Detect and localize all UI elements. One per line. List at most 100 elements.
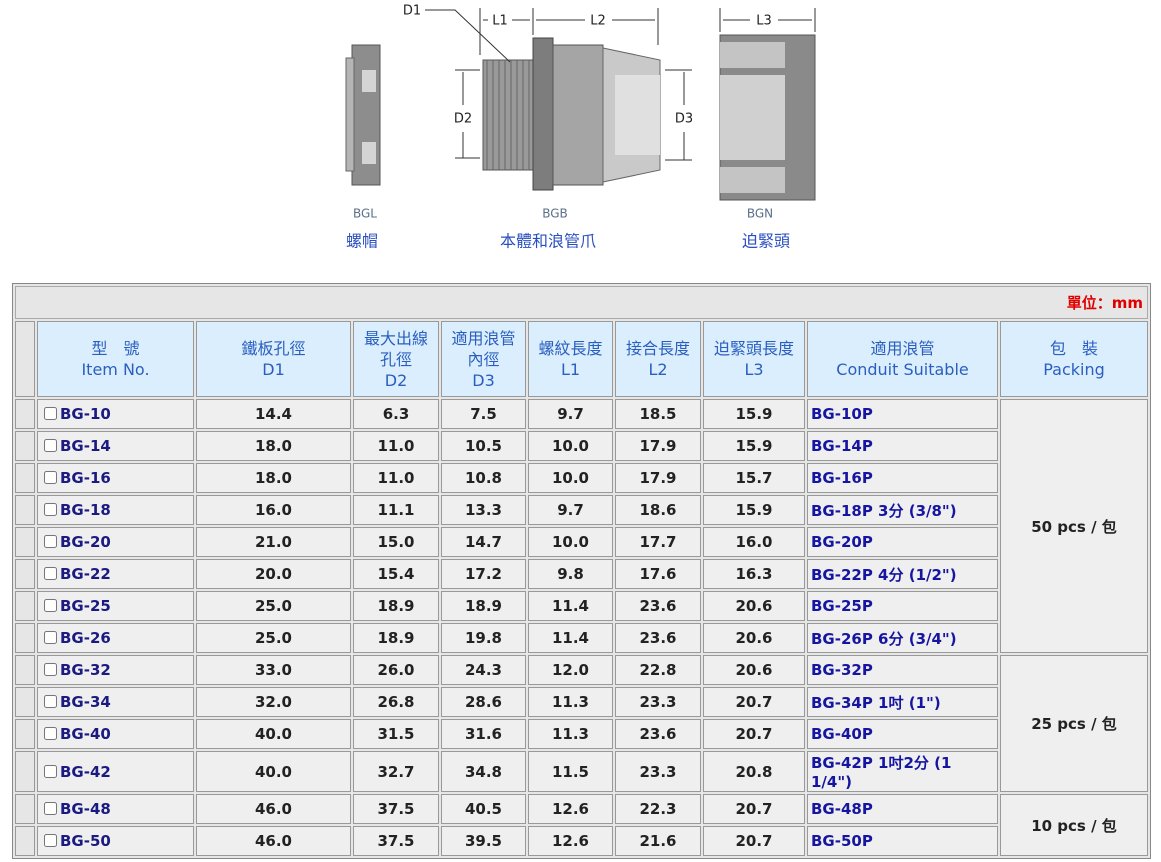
value-cell: 15.0 [353,527,439,557]
header-text: D2 [384,370,408,390]
value-cell: 11.0 [353,431,439,461]
value: 22.8 [639,661,677,679]
item-checkbox[interactable] [44,471,57,484]
item-no: BG-50 [60,832,111,850]
item-checkbox[interactable] [44,834,57,847]
header-text: 迫緊頭長度 [713,339,794,358]
value: 12.6 [551,800,589,818]
header-text: 接合長度 [625,339,690,358]
value-cell: 23.6 [615,719,701,749]
header-text: D1 [262,360,285,379]
value: 16.0 [254,501,292,519]
value: 10.0 [551,533,589,551]
value: 18.6 [639,501,677,519]
item-no: BG-40 [60,725,111,743]
value: 18.9 [464,597,502,615]
spec-table-wrap: 單位：mm 型 號 Item No. 鐵板孔徑 D1 最大出線 孔徑 D2 適用浪管 內徑 D3 螺… [12,283,1151,859]
bgl-drawing [345,44,381,186]
blank-cell [15,794,35,824]
value: 17.9 [639,469,677,487]
value: 9.8 [557,565,584,583]
blank-cell [15,826,35,856]
item-checkbox[interactable] [44,407,57,420]
value: 40.0 [254,762,292,781]
item-checkbox[interactable] [44,695,57,708]
conduit: BG-40P [811,725,873,743]
item-no: BG-16 [60,469,111,487]
value-cell: 10.5 [441,431,526,461]
conduit-cell: BG-18P 3分 (3/8") [807,495,998,525]
header-cell: 鐵板孔徑 D1 [196,321,351,397]
value-cell: 20.7 [703,719,805,749]
blank-cell [15,719,35,749]
item-checkbox[interactable] [44,663,57,676]
header-text: Item No. [81,360,150,379]
header-cell: 型 號 Item No. [37,321,194,397]
conduit-cell: BG-10P [807,399,998,429]
conduit-cell: BG-16P [807,463,998,493]
item-no: BG-48 [60,800,111,818]
value-cell: 11.3 [528,687,613,717]
item-checkbox[interactable] [44,503,57,516]
item-checkbox[interactable] [44,764,57,778]
item-cell: BG-40 [37,719,194,749]
value: 15.9 [735,437,773,455]
blank-cell [15,463,35,493]
conduit-cell: BG-34P 1吋 (1") [807,687,998,717]
item-checkbox[interactable] [44,802,57,815]
value: 20.8 [735,762,773,781]
value: 46.0 [254,832,292,850]
conduit: BG-34P 1吋 (1") [811,693,941,712]
header-text: L1 [560,360,581,379]
part-name: 本體和浪管爪 [500,232,596,251]
value-cell: 40.5 [441,794,526,824]
value-cell: 14.7 [441,527,526,557]
value-cell: 26.0 [353,655,439,685]
data-row: BG-25 25.0 18.9 18.9 11.4 23.6 20.6 BG-25P [15,591,1148,621]
value-cell: 20.6 [703,591,805,621]
value: 31.6 [464,725,502,743]
item-checkbox[interactable] [44,631,57,644]
item-checkbox[interactable] [44,439,57,452]
item-checkbox[interactable] [44,535,57,548]
value-cell: 18.0 [196,463,351,493]
header-cell: 迫緊頭長度 L3 [703,321,805,397]
value: 28.6 [464,693,502,711]
value: 20.7 [735,693,773,711]
dimension-lines [425,8,816,161]
value-cell: 11.3 [528,719,613,749]
value-cell: 18.6 [615,495,701,525]
item-checkbox[interactable] [44,567,57,580]
item-checkbox[interactable] [44,727,57,740]
item-no: BG-26 [60,629,111,647]
item-cell: BG-22 [37,559,194,589]
part-code: BGN [747,207,773,221]
value: 18.0 [254,437,292,455]
value-cell: 20.7 [703,687,805,717]
conduit: BG-26P 6分 (3/4") [811,629,957,648]
item-no: BG-32 [60,661,111,679]
value-cell: 31.5 [353,719,439,749]
item-cell: BG-26 [37,623,194,653]
bgb-drawing [482,37,661,191]
value-cell: 11.5 [528,751,613,792]
header-text: L3 [744,360,764,379]
value-cell: 15.9 [703,431,805,461]
value: 21.0 [254,533,292,551]
item-no: BG-10 [60,405,111,423]
value-cell: 9.8 [528,559,613,589]
item-cell: BG-14 [37,431,194,461]
value-cell: 15.7 [703,463,805,493]
value-cell: 20.6 [703,623,805,653]
value: 15.0 [377,533,415,551]
item-checkbox[interactable] [44,599,57,612]
header-cell: 接合長度 L2 [615,321,701,397]
item-cell: BG-34 [37,687,194,717]
header-text: 適用浪管 [870,339,935,358]
value: 15.4 [377,565,415,583]
value-cell: 22.8 [615,655,701,685]
value-cell: 15.9 [703,399,805,429]
data-row: BG-14 18.0 11.0 10.5 10.0 17.9 15.9 BG-14P [15,431,1148,461]
value-cell: 18.5 [615,399,701,429]
